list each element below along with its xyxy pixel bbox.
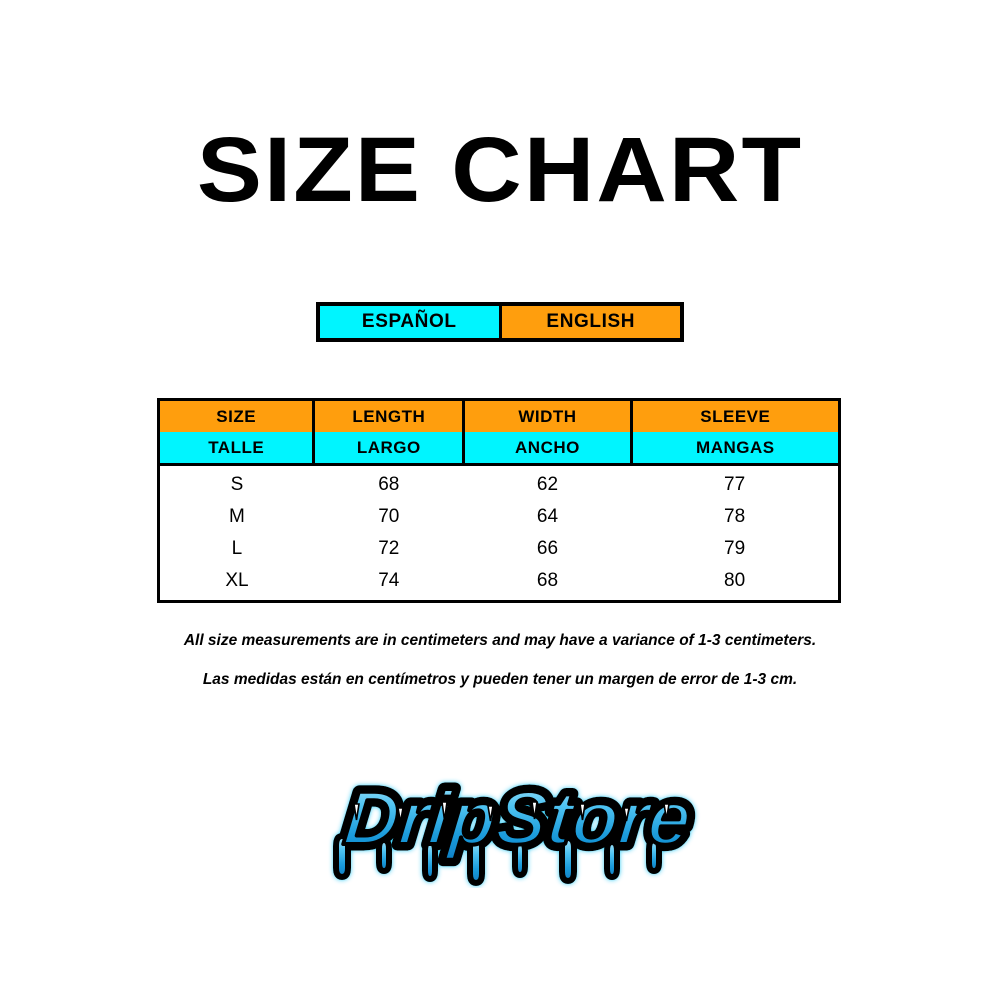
column-header-talle: TALLE — [160, 432, 316, 466]
cell-size: L — [160, 533, 314, 565]
measurement-note-spanish: Las medidas están en centímetros y puede… — [202, 671, 798, 688]
cell-sleeve: 78 — [631, 501, 838, 533]
cell-width: 66 — [463, 533, 632, 565]
language-button-english[interactable]: ENGLISH — [501, 306, 680, 338]
cell-size: XL — [160, 565, 314, 600]
cell-sleeve: 80 — [631, 565, 838, 600]
cell-length: 70 — [313, 501, 464, 533]
language-toggle[interactable]: ESPAÑOL ENGLISH — [316, 302, 684, 342]
cell-sleeve: 77 — [631, 464, 838, 501]
cell-size: S — [160, 464, 314, 501]
cell-sleeve: 79 — [631, 533, 838, 565]
size-chart-table: SIZE LENGTH WIDTH SLEEVE TALLE LARGO ANC… — [157, 398, 841, 603]
column-header-length: LENGTH — [313, 401, 466, 432]
table-header-row-spanish: TALLE LARGO ANCHO MANGAS — [160, 432, 838, 466]
cell-length: 72 — [313, 533, 464, 565]
logo-graffiti-icon: DripStore DripStore — [333, 770, 702, 886]
column-header-width: WIDTH — [463, 401, 633, 432]
cell-length: 74 — [313, 565, 464, 600]
table-header-row-english: SIZE LENGTH WIDTH SLEEVE — [160, 401, 838, 432]
column-header-sleeve: SLEEVE — [631, 401, 838, 432]
table-row: XL 74 68 80 — [160, 565, 838, 600]
measurement-note-english: All size measurements are in centimeters… — [183, 632, 817, 649]
cell-width: 62 — [463, 464, 632, 501]
table-row: L 72 66 79 — [160, 533, 838, 565]
cell-length: 68 — [313, 464, 464, 501]
table-row: M 70 64 78 — [160, 501, 838, 533]
table-row: S 68 62 77 — [160, 464, 838, 501]
column-header-size: SIZE — [160, 401, 316, 432]
cell-width: 64 — [463, 501, 632, 533]
brand-logo: DripStore DripStore — [280, 758, 720, 888]
cell-width: 68 — [463, 565, 632, 600]
column-header-mangas: MANGAS — [631, 432, 838, 466]
column-header-largo: LARGO — [313, 432, 466, 466]
column-header-ancho: ANCHO — [463, 432, 633, 466]
logo-text: DripStore — [340, 776, 695, 861]
cell-size: M — [160, 501, 314, 533]
language-button-spanish[interactable]: ESPAÑOL — [320, 306, 499, 338]
page-title: SIZE CHART — [196, 119, 804, 221]
